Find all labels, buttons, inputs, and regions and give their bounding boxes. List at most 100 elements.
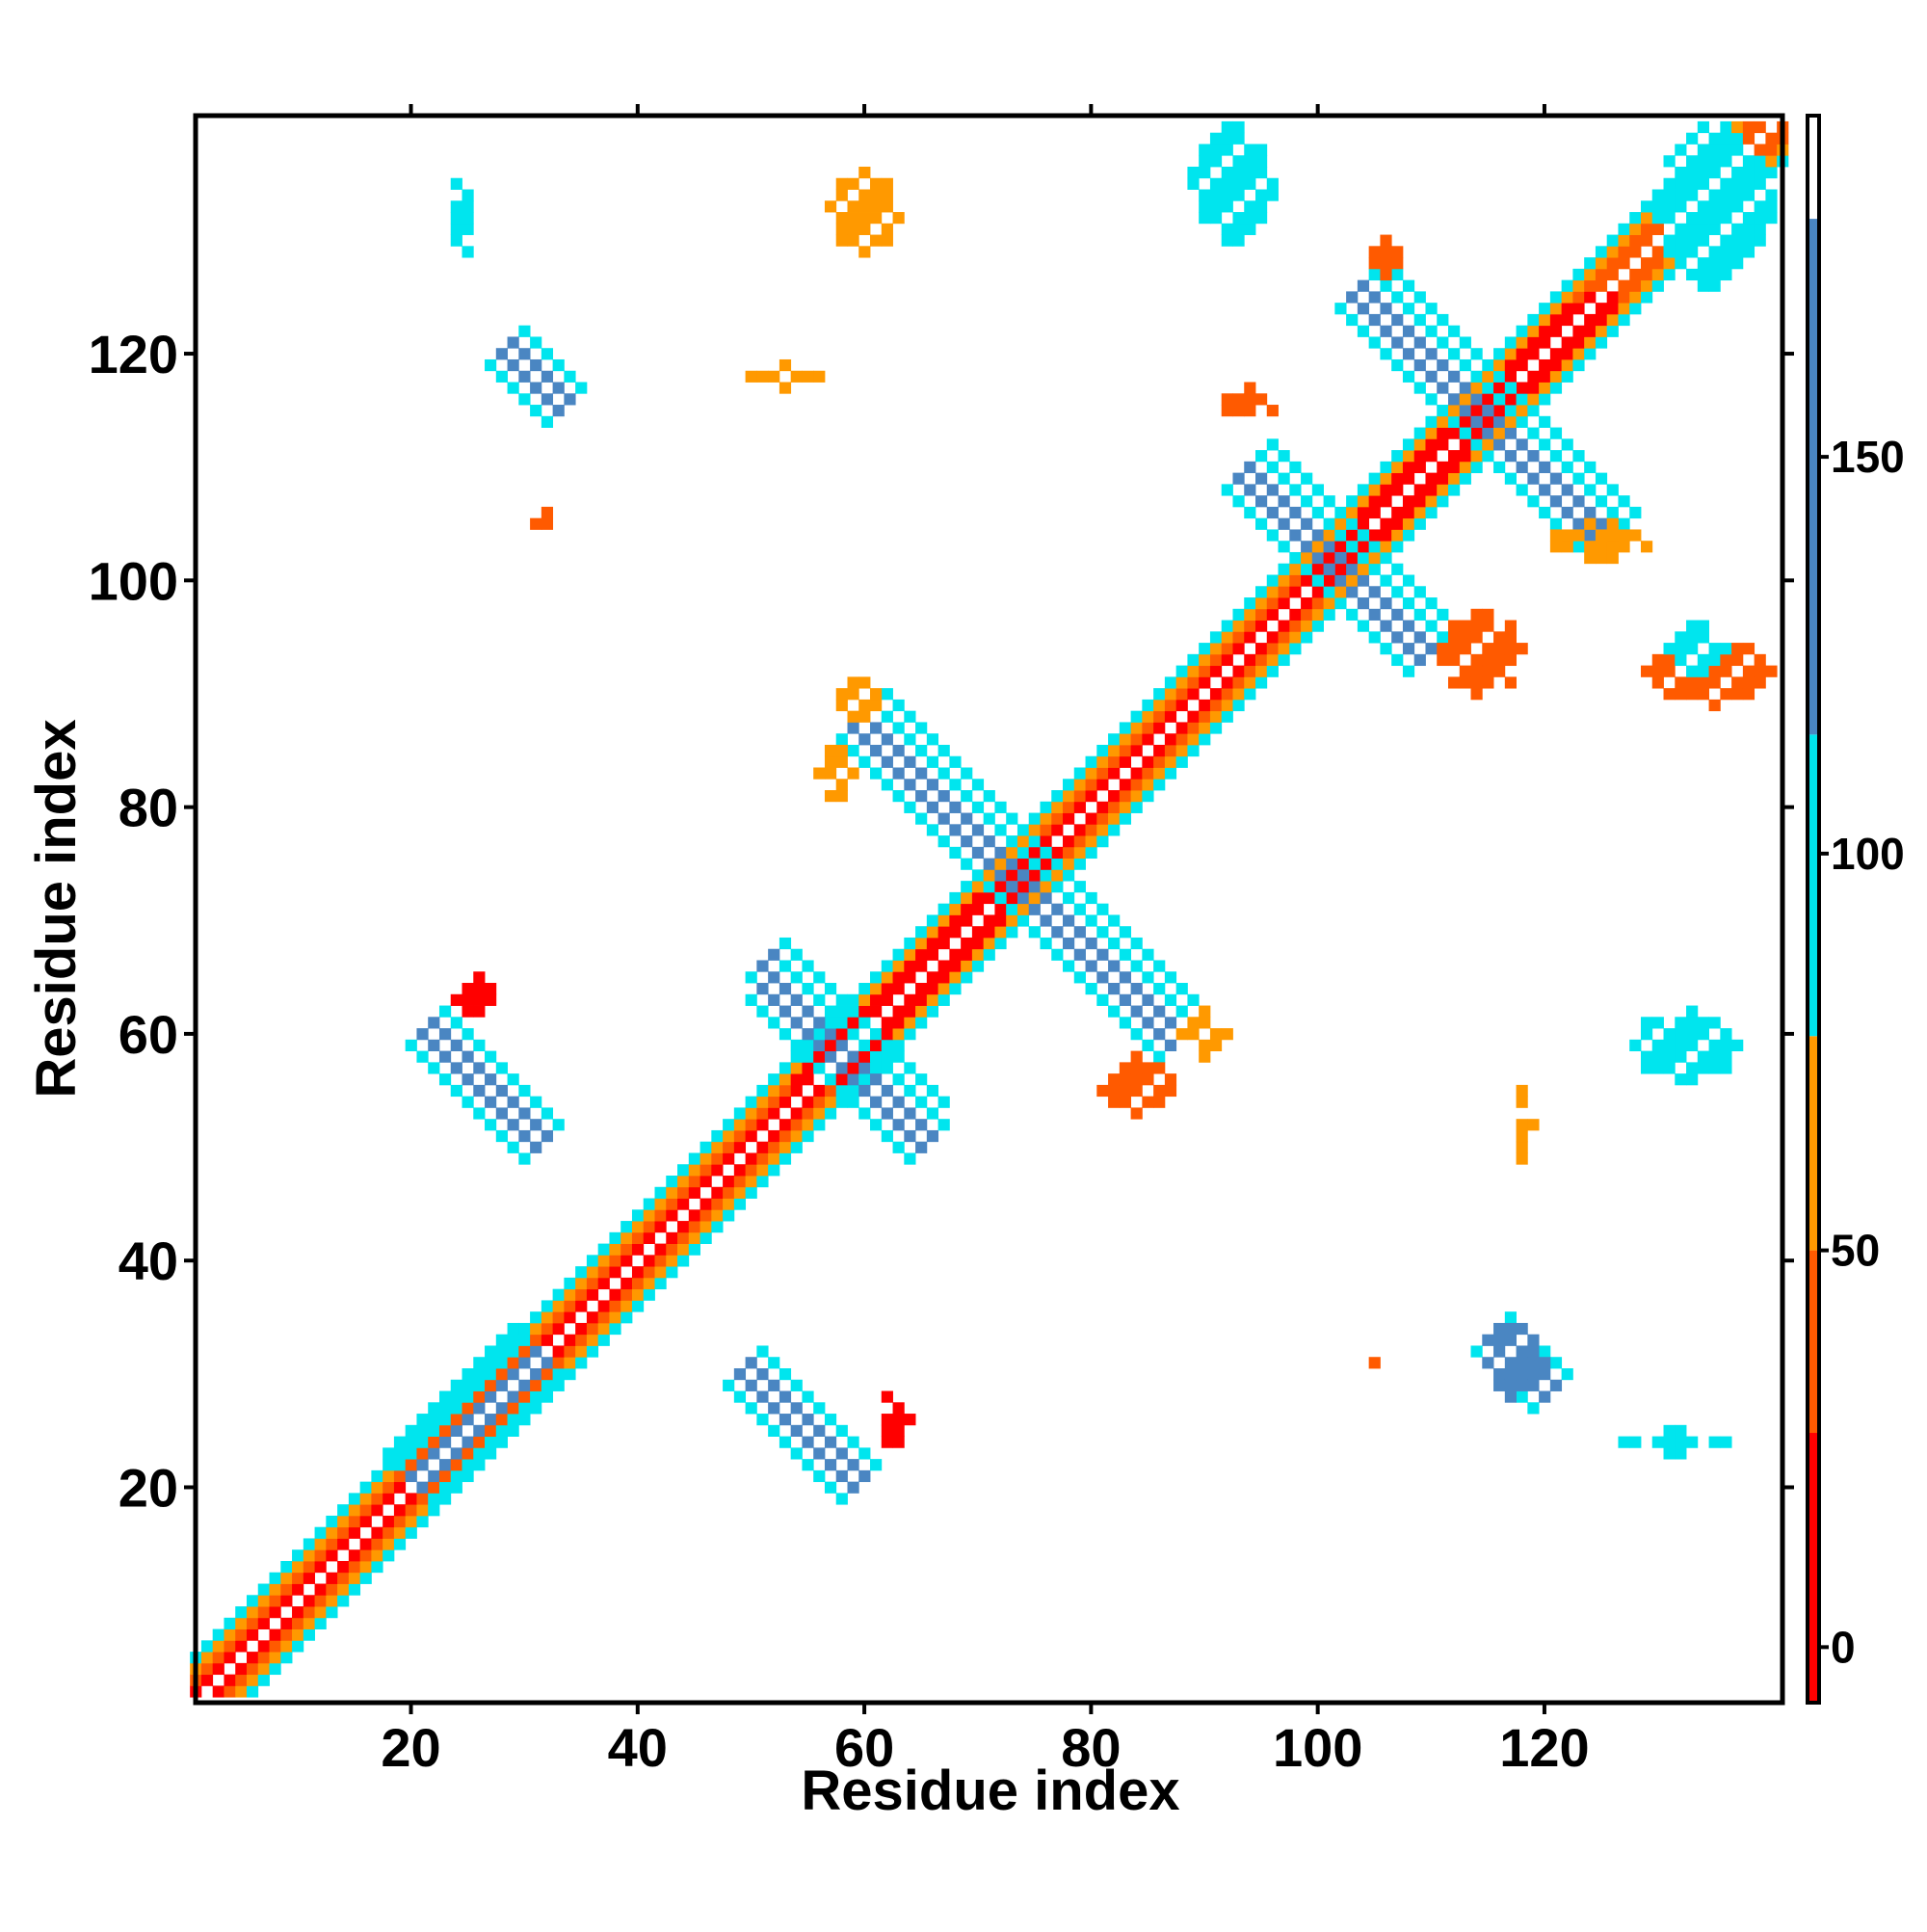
heatmap-cell	[1504, 1311, 1517, 1324]
heatmap-cell	[745, 1357, 757, 1369]
heatmap-cell	[416, 1447, 429, 1460]
heatmap-cell	[1527, 336, 1540, 349]
heatmap-cell	[1199, 676, 1211, 689]
heatmap-cell	[824, 1459, 837, 1471]
heatmap-cell	[416, 1515, 429, 1528]
heatmap-cell	[1119, 926, 1132, 939]
heatmap-cell	[1063, 779, 1075, 791]
heatmap-cell	[1016, 858, 1030, 870]
heatmap-cell	[1073, 835, 1086, 848]
heatmap-cell	[1199, 212, 1211, 225]
heatmap-cell	[1459, 676, 1471, 689]
heatmap-cell	[1187, 744, 1200, 757]
heatmap-cell	[779, 1062, 792, 1074]
heatmap-cell	[246, 1617, 259, 1629]
heatmap-cell	[949, 824, 962, 836]
heatmap-cell	[1765, 665, 1778, 677]
heatmap-cell	[892, 699, 905, 712]
heatmap-cell	[937, 993, 950, 1006]
heatmap-cell	[1085, 846, 1097, 860]
heatmap-cell	[1108, 790, 1121, 803]
heatmap-cell	[1425, 325, 1438, 337]
heatmap-cell	[1108, 755, 1121, 768]
heatmap-cell	[1686, 166, 1699, 179]
heatmap-cell	[1742, 166, 1755, 179]
heatmap-cell	[915, 744, 928, 757]
heatmap-cell	[1413, 608, 1426, 621]
heatmap-cell	[1493, 461, 1506, 474]
heatmap-cell	[1448, 484, 1461, 496]
heatmap-cell	[552, 382, 565, 394]
heatmap-cell	[949, 755, 962, 768]
heatmap-cell	[1187, 688, 1200, 701]
heatmap-cell	[1085, 983, 1097, 995]
heatmap-cell	[802, 1050, 814, 1063]
heatmap-cell	[405, 1515, 417, 1528]
heatmap-cell	[768, 1402, 780, 1415]
heatmap-cell	[1640, 234, 1653, 247]
heatmap-cell	[1142, 948, 1154, 961]
heatmap-cell	[1561, 506, 1573, 519]
heatmap-cell	[1493, 427, 1506, 439]
heatmap-cell	[983, 835, 995, 848]
heatmap-cell	[586, 1322, 599, 1336]
heatmap-cell	[1708, 246, 1721, 258]
heatmap-cell	[1142, 993, 1154, 1006]
heatmap-cell	[1323, 574, 1335, 587]
heatmap-cell	[1040, 835, 1052, 848]
heatmap-cell	[971, 801, 985, 813]
heatmap-cell	[1708, 676, 1721, 689]
heatmap-cell	[1040, 937, 1052, 950]
heatmap-cell	[1323, 586, 1335, 598]
heatmap-cell	[723, 1119, 735, 1131]
heatmap-cell	[586, 1255, 599, 1267]
heatmap-cell	[371, 1538, 383, 1550]
heatmap-cell	[212, 1685, 224, 1698]
heatmap-cell	[892, 1414, 905, 1426]
heatmap-cell	[1448, 631, 1461, 644]
heatmap-cell	[1527, 1357, 1540, 1369]
heatmap-cell	[1255, 597, 1268, 610]
heatmap-cell	[1266, 506, 1279, 519]
heatmap-cell	[1516, 1129, 1528, 1143]
heatmap-cell	[835, 177, 848, 190]
heatmap-cell	[1651, 223, 1664, 235]
heatmap-cell	[870, 1096, 883, 1108]
heatmap-cell	[1028, 858, 1041, 870]
heatmap-cell	[1516, 382, 1528, 394]
heatmap-cell	[768, 1141, 780, 1153]
heatmap-cell	[1357, 303, 1370, 315]
heatmap-cell	[733, 1176, 747, 1188]
heatmap-cell	[881, 960, 893, 972]
heatmap-cell	[1708, 257, 1721, 270]
heatmap-cell	[881, 779, 893, 791]
heatmap-cell	[733, 1141, 747, 1153]
heatmap-cell	[1380, 643, 1392, 655]
heatmap-cell	[1085, 960, 1097, 972]
heatmap-cell	[1584, 517, 1597, 530]
heatmap-cell	[1096, 744, 1109, 757]
heatmap-cell	[802, 1129, 814, 1143]
heatmap-cell	[835, 688, 848, 701]
heatmap-cell	[530, 1402, 542, 1415]
heatmap-cell	[1629, 223, 1642, 235]
heatmap-cell	[1572, 472, 1585, 485]
heatmap-cell	[1527, 1368, 1540, 1381]
heatmap-cell	[1539, 313, 1551, 327]
heatmap-cell	[1504, 393, 1517, 406]
heatmap-cell	[892, 790, 905, 803]
heatmap-cell	[552, 1119, 565, 1131]
heatmap-cell	[1119, 812, 1132, 825]
heatmap-cell	[541, 393, 554, 406]
heatmap-cell	[1708, 200, 1721, 213]
heatmap-cell	[462, 1028, 474, 1041]
heatmap-cell	[1504, 450, 1517, 463]
heatmap-cell	[1209, 1028, 1223, 1041]
heatmap-cell	[700, 1141, 712, 1153]
heatmap-cell	[462, 1368, 474, 1381]
heatmap-cell	[1686, 1073, 1699, 1086]
heatmap-cell	[405, 1436, 417, 1448]
heatmap-cell	[507, 336, 519, 349]
heatmap-cell	[1561, 370, 1573, 383]
heatmap-cell	[1686, 234, 1699, 247]
